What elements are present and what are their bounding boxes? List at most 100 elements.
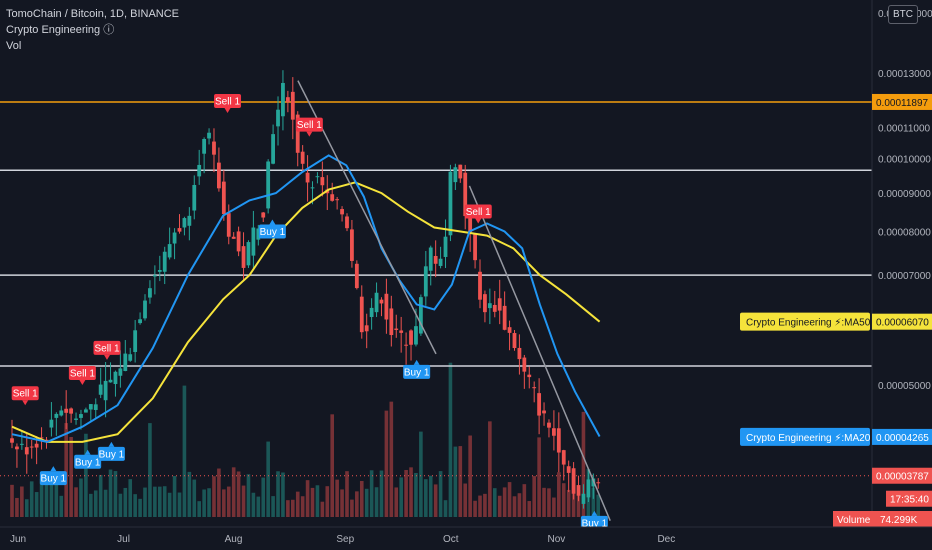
volume-bar (153, 486, 157, 517)
buy-signal-label: Buy 1 (260, 227, 286, 238)
volume-bar (197, 501, 202, 517)
volume-tag-bg (833, 511, 932, 527)
candle-body (320, 177, 325, 186)
volume-bar (537, 437, 541, 517)
candle-body (345, 216, 349, 229)
volume-bar (428, 475, 433, 517)
buy-signal[interactable]: Buy 1 (403, 359, 431, 379)
sell-signal[interactable]: Sell 1 (93, 340, 121, 360)
candle-body (522, 357, 527, 372)
sell-signal-box (93, 340, 121, 355)
candle-body (212, 141, 216, 155)
sell-signal-pointer (475, 218, 482, 224)
sell-signal-pointer (224, 108, 231, 114)
volume-bar (443, 500, 448, 517)
buy-signal[interactable]: Buy 1 (258, 219, 286, 239)
volume-bar (458, 446, 463, 517)
volume-bar (202, 489, 206, 517)
volume-bar (217, 468, 221, 517)
ma20-label-bg (740, 427, 870, 446)
candle-body (418, 297, 423, 334)
price-tick-label: 0.00010000 (878, 155, 931, 166)
candle-body (256, 228, 261, 240)
currency-badge[interactable]: BTC (888, 5, 918, 24)
price-tick-label-partial: 0.0 (878, 9, 892, 20)
volume-bar (222, 489, 226, 517)
candle-body (537, 393, 542, 416)
candle-body (281, 82, 285, 117)
volume-bar (335, 479, 339, 517)
candle-body (64, 408, 69, 413)
volume-bar (69, 436, 73, 517)
sell-signal[interactable]: Sell 1 (214, 94, 242, 114)
candle-body (596, 482, 601, 484)
sell-signal[interactable]: Sell 1 (464, 204, 492, 224)
ma50-value-tag-bg (872, 313, 932, 330)
candle-body (83, 409, 88, 413)
sell-signal[interactable]: Sell 1 (11, 386, 39, 406)
buy-signal[interactable]: Buy 1 (580, 510, 608, 530)
volume-bar (177, 492, 182, 517)
volume-bar (98, 474, 103, 517)
volume-bar (581, 411, 586, 517)
candle-body (113, 371, 118, 385)
price-tick-label: 0.00011000 (878, 124, 931, 135)
volume-bar (143, 487, 147, 517)
level-tag-upper: 0.00011897 (876, 98, 929, 109)
volume-bar (320, 501, 325, 517)
volume-bar (300, 496, 305, 517)
candle-body (24, 447, 29, 455)
volume-bar (24, 499, 29, 517)
candle-body (93, 404, 98, 410)
candle-body (542, 410, 546, 414)
volume-bar (576, 493, 581, 517)
volume-bar (561, 483, 566, 517)
buy-signal[interactable]: Buy 1 (97, 441, 125, 461)
volume-bar (212, 476, 216, 517)
volume-bar (15, 497, 19, 517)
candle-body (177, 228, 182, 232)
candle-body (276, 109, 280, 127)
candle-body (591, 478, 596, 487)
volume-bar (241, 485, 246, 517)
candle-body (202, 138, 207, 154)
candle-body (571, 468, 576, 494)
volume-bar (364, 488, 369, 517)
candle-body (108, 379, 113, 383)
volume-bar (384, 410, 389, 517)
indicator-title[interactable]: Crypto Engineering ⓘ (6, 24, 115, 36)
ma20-line (11, 154, 601, 443)
volume-bar (64, 423, 68, 517)
volume-bar (29, 481, 34, 517)
sell-signal[interactable]: Sell 1 (295, 117, 323, 137)
volume-bar (389, 401, 394, 517)
volume-bar (39, 478, 44, 517)
volume-bar (79, 478, 83, 517)
volume-bar (20, 486, 24, 517)
volume-bar (369, 470, 374, 517)
candle-body (497, 298, 502, 311)
candle-body (162, 251, 167, 272)
last-price-tag: 0.00003787 (876, 472, 929, 483)
volume-bar (497, 495, 502, 517)
candle-body (532, 387, 537, 389)
candle-body (123, 353, 128, 371)
volume-bar (251, 492, 256, 517)
volume-bar (522, 484, 527, 517)
volume-bar (409, 467, 413, 517)
candle-body (157, 270, 162, 272)
volume-bar (502, 487, 507, 517)
volume-bar (483, 493, 487, 517)
buy-signal[interactable]: Buy 1 (74, 449, 102, 469)
volume-bar (507, 482, 512, 517)
volume-bar (103, 489, 108, 517)
buy-signal[interactable]: Buy 1 (39, 466, 67, 486)
volume-bar (453, 446, 458, 517)
sell-signal[interactable]: Sell 1 (68, 366, 96, 385)
ma20-value-tag: 0.00004265 (876, 433, 929, 444)
candle-body (217, 162, 221, 189)
symbol-title[interactable]: TomoChain / Bitcoin, 1D, BINANCE (6, 8, 180, 20)
volume-title[interactable]: Vol (6, 40, 22, 52)
sell-signal-label: Sell 1 (297, 120, 322, 131)
